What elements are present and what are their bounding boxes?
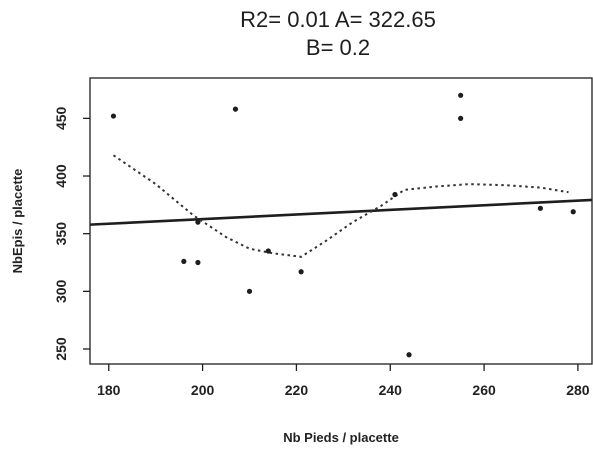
y-tick-label: 400 xyxy=(53,164,69,188)
data-point xyxy=(195,219,201,225)
y-axis: 250 300 350 400 450 xyxy=(53,106,90,361)
data-point xyxy=(232,106,239,112)
data-point xyxy=(458,92,464,98)
regression-line xyxy=(89,198,593,226)
x-tick-label: 280 xyxy=(566,382,590,398)
y-tick-label: 450 xyxy=(53,106,69,130)
y-axis-label: NbEpis / placette xyxy=(10,169,25,274)
plot-frame xyxy=(89,77,593,365)
x-tick-label: 200 xyxy=(191,382,215,398)
data-point xyxy=(265,248,271,254)
y-tick-label: 300 xyxy=(53,279,69,303)
x-tick-label: 220 xyxy=(285,382,309,398)
x-tick-label: 180 xyxy=(97,382,121,398)
x-axis: 180 200 220 240 260 280 xyxy=(97,364,590,398)
y-tick-label: 250 xyxy=(53,337,69,361)
data-point xyxy=(570,209,576,215)
data-point xyxy=(181,258,187,264)
x-axis-label: Nb Pieds / placette xyxy=(283,430,399,445)
y-tick-label: 350 xyxy=(53,222,69,246)
data-points xyxy=(110,92,576,358)
x-tick-label: 260 xyxy=(472,382,496,398)
smooth-curve xyxy=(112,154,569,258)
chart-subtitle: B= 0.2 xyxy=(306,35,370,60)
data-point xyxy=(246,288,253,294)
x-tick-label: 240 xyxy=(379,382,403,398)
data-point xyxy=(392,191,398,198)
data-point xyxy=(406,352,412,358)
data-point xyxy=(110,113,117,119)
data-point xyxy=(298,269,304,275)
data-point xyxy=(195,259,201,266)
data-point xyxy=(458,115,464,121)
chart-title: R2= 0.01 A= 322.65 xyxy=(240,7,436,32)
data-point xyxy=(537,205,543,211)
